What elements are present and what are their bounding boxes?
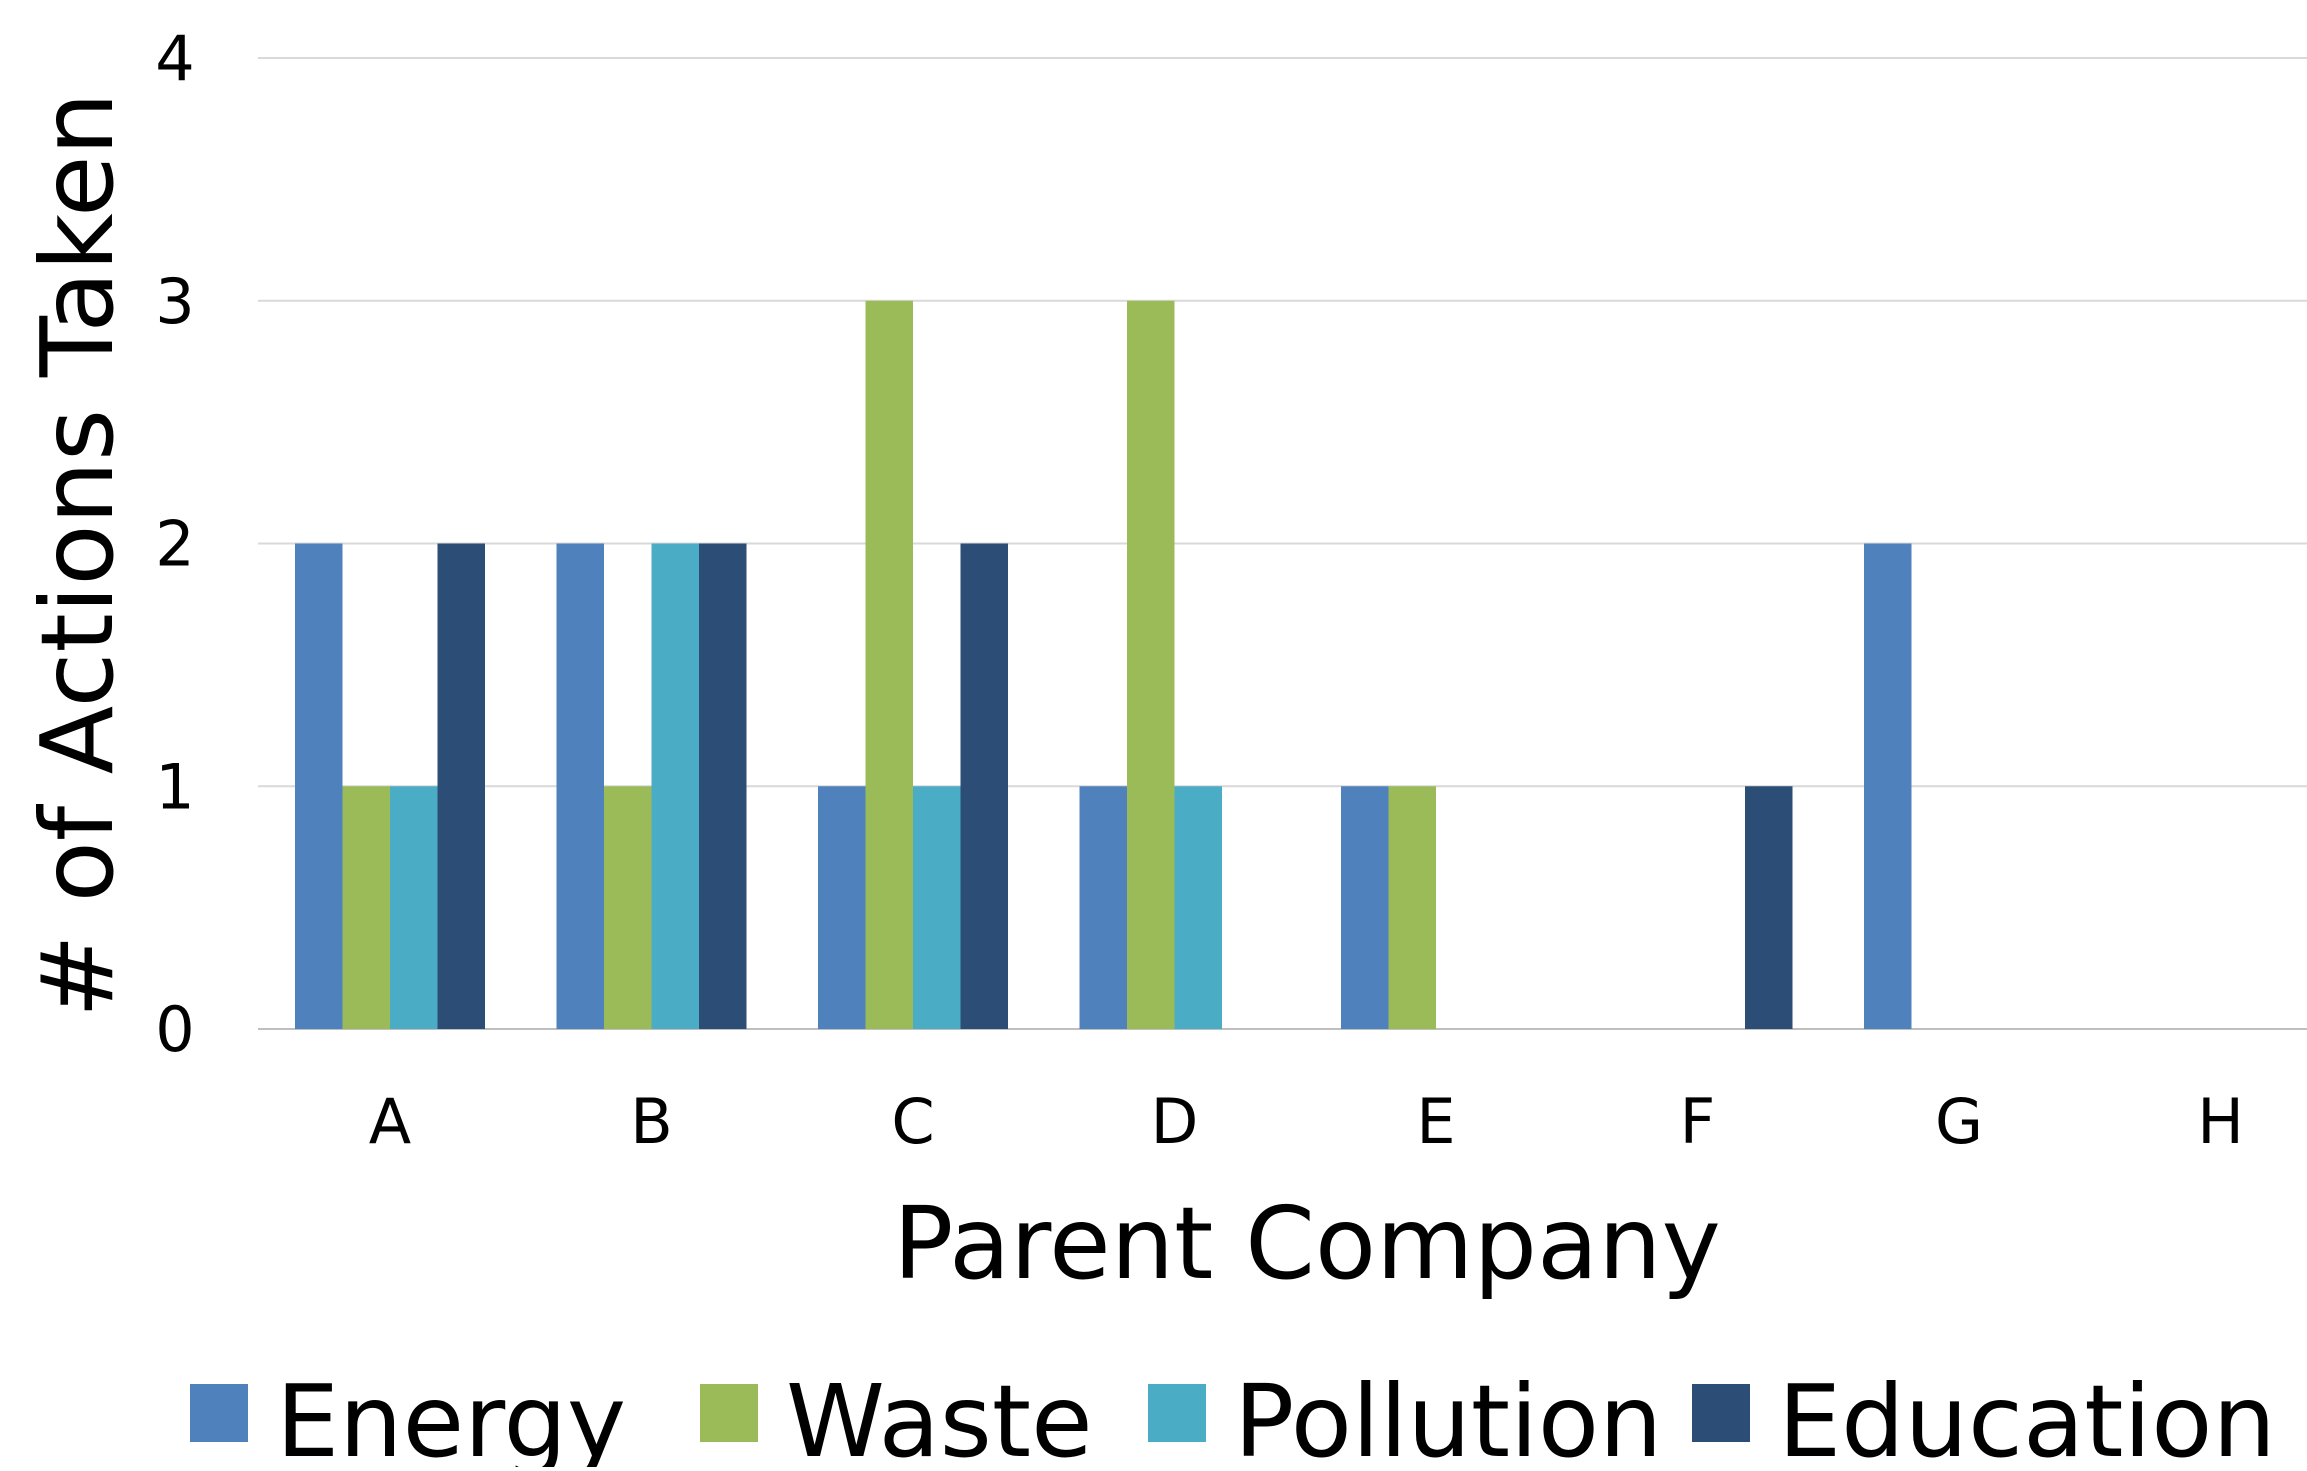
y-axis-ticks: 0 1 2 3 4 [155, 22, 194, 1066]
bar-education-f [1745, 786, 1793, 1029]
bar-pollution-d [1174, 786, 1222, 1029]
bar-energy-e [1341, 786, 1389, 1029]
x-tick-label: F [1680, 1085, 1716, 1158]
bar-energy-c [818, 786, 866, 1029]
bar-waste-c [865, 300, 913, 1029]
x-tick-label: D [1151, 1085, 1199, 1158]
x-tick-label: A [369, 1085, 411, 1158]
bar-energy-b [556, 543, 604, 1029]
bar-pollution-a [390, 786, 438, 1029]
x-axis-title: Parent Company [893, 1185, 1721, 1302]
x-tick-label: E [1416, 1085, 1455, 1158]
bar-pollution-c [913, 786, 961, 1029]
legend-swatch-waste [700, 1384, 758, 1442]
legend-swatch-education [1692, 1384, 1750, 1442]
legend-label-education: Education [1778, 1363, 2276, 1467]
y-tick-label: 4 [155, 22, 194, 95]
bar-energy-g [1864, 543, 1912, 1029]
legend-swatch-pollution [1148, 1384, 1206, 1442]
y-tick-label: 1 [155, 750, 194, 823]
y-tick-label: 3 [155, 265, 194, 338]
x-tick-label: H [2197, 1085, 2244, 1158]
bar-education-b [699, 543, 747, 1029]
bar-waste-a [342, 786, 390, 1029]
y-tick-label: 2 [155, 508, 194, 581]
y-axis-title: # of Actions Taken [19, 92, 136, 1018]
bar-pollution-b [651, 543, 699, 1029]
bar-energy-d [1079, 786, 1127, 1029]
legend-label-waste: Waste [786, 1363, 1093, 1467]
bar-energy-a [295, 543, 343, 1029]
x-tick-label: C [891, 1085, 934, 1158]
bar-education-c [960, 543, 1008, 1029]
bars [295, 300, 1912, 1029]
bar-waste-b [604, 786, 652, 1029]
bar-waste-e [1388, 786, 1436, 1029]
x-axis-ticks: A B C D E F G H [369, 1085, 2244, 1158]
legend-label-pollution: Pollution [1234, 1363, 1662, 1467]
legend-swatch-energy [190, 1384, 248, 1442]
legend: Energy Waste Pollution Education [190, 1363, 2276, 1471]
y-tick-label: 0 [155, 993, 194, 1066]
x-tick-label: G [1935, 1085, 1983, 1158]
legend-label-energy: Energy [276, 1363, 626, 1467]
bar-waste-d [1127, 300, 1175, 1029]
bar-education-a [437, 543, 485, 1029]
x-tick-label: B [630, 1085, 673, 1158]
